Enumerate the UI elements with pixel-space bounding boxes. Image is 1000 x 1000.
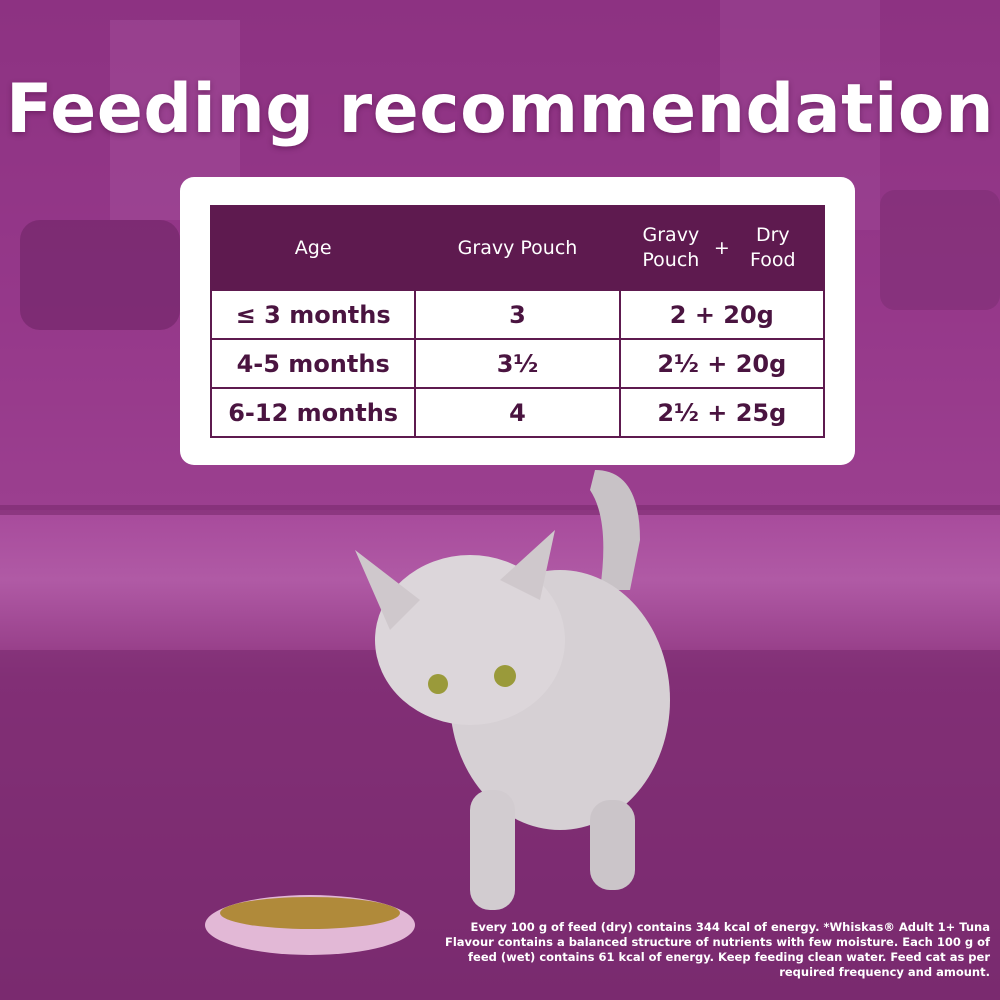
header-cell: Age xyxy=(209,205,417,291)
table-cell: 6-12 months xyxy=(209,387,417,438)
table-row: 4-5 months 3½ 2½ + 20g xyxy=(209,338,826,389)
table-cell: 2½ + 25g xyxy=(618,387,826,438)
table-cell: 4 xyxy=(414,387,621,438)
table-cell: ≤ 3 months xyxy=(209,289,417,340)
header-part: + xyxy=(713,237,730,259)
table-body: ≤ 3 months 3 2 + 20g 4-5 months 3½ 2½ + 20g 6-… xyxy=(209,289,826,438)
table-card: Age Gravy Pouch Gravy Pouch + Dry Food ≤… xyxy=(180,177,855,465)
table-cell: 3½ xyxy=(414,338,621,389)
header-cell: Gravy Pouch xyxy=(414,205,621,291)
title: Feeding recommendation xyxy=(5,70,995,149)
table-cell: 2 + 20g xyxy=(618,289,826,340)
table-row: 6-12 months 4 2½ + 25g xyxy=(209,387,826,438)
table-cell: 2½ + 20g xyxy=(618,338,826,389)
footnote: Every 100 g of feed (dry) contains 344 k… xyxy=(444,920,990,979)
header-part: Gravy Pouch xyxy=(642,224,700,271)
table-cell: 4-5 months xyxy=(209,338,417,389)
header-part: Dry Food xyxy=(750,224,796,271)
header-cell: Gravy Pouch + Dry Food xyxy=(618,205,826,291)
table-cell: 3 xyxy=(414,289,621,340)
feeding-table: Age Gravy Pouch Gravy Pouch + Dry Food ≤… xyxy=(209,205,826,438)
table-row: ≤ 3 months 3 2 + 20g xyxy=(209,289,826,340)
